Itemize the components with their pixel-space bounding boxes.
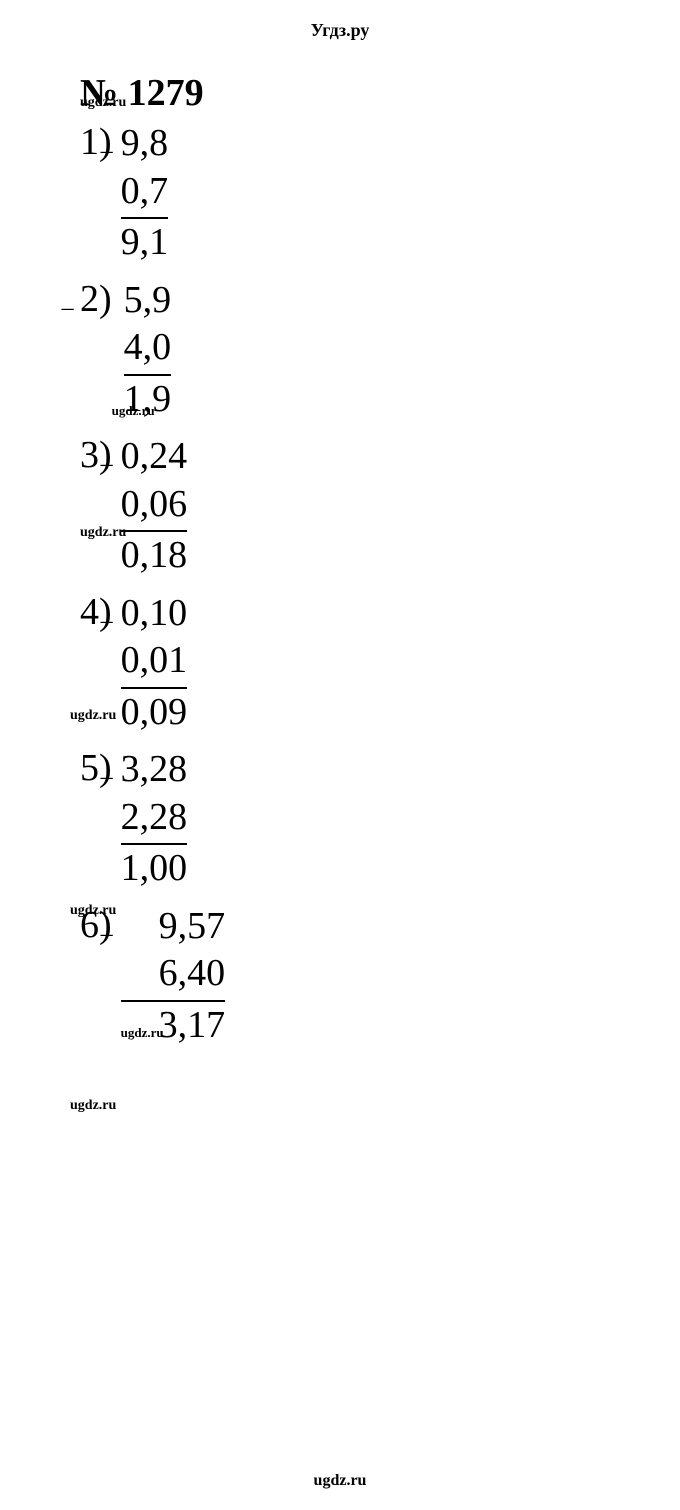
- subtrahend-3: 0,06: [121, 481, 188, 529]
- result-2: 1,9: [124, 376, 172, 424]
- subtrahend-1: 0,7: [121, 168, 169, 216]
- result-6: ugdz.ru3,17: [121, 1002, 225, 1050]
- problem-number: № 1279: [80, 71, 620, 115]
- minuend-5: 3,28: [121, 746, 188, 794]
- subtrahend-5: 2,28: [121, 794, 188, 842]
- subtraction-5: – 3,28 2,28 1,00: [121, 746, 188, 893]
- result-1: 9,1: [121, 219, 169, 267]
- minus-sign-5: –: [101, 764, 113, 791]
- watermark-7: ugdz.ru: [121, 1025, 164, 1040]
- subtraction-1: – 9,8 0,7 9,1: [121, 120, 169, 267]
- subtrahend-2: 4,0: [124, 324, 172, 372]
- subtraction-3: – 0,24 0,06 0,18: [121, 433, 188, 580]
- subtrahend-4: 0,01: [121, 637, 188, 685]
- sub-problem-6: 6) – 9,57 6,40 ugdz.ru3,17: [80, 903, 620, 1050]
- watermark-1: ugdz.ru: [80, 95, 126, 111]
- minuend-3: 0,24: [121, 433, 188, 481]
- minus-sign-6: –: [101, 921, 113, 948]
- subtrahend-6: 6,40: [121, 950, 225, 998]
- minuend-2: 5,9: [124, 277, 172, 325]
- page-header: Угдз.ру: [60, 20, 620, 41]
- subtraction-6: – 9,57 6,40 ugdz.ru3,17: [121, 903, 225, 1050]
- sub-problem-3: 3) – 0,24 0,06 0,18: [80, 433, 620, 580]
- result-3: 0,18: [121, 532, 188, 580]
- subtraction-4: – 0,10 0,01 0,09: [121, 590, 188, 737]
- sub-problem-1: 1) – 9,8 0,7 9,1: [80, 120, 620, 267]
- minus-sign-1: –: [101, 138, 113, 165]
- subtraction-2: – 5,9 4,0 1,9: [124, 277, 172, 424]
- minus-sign-4: –: [101, 608, 113, 635]
- minuend-4: 0,10: [121, 590, 188, 638]
- minuend-1: 9,8: [121, 120, 169, 168]
- sub-problem-5: 5) – 3,28 2,28 1,00: [80, 746, 620, 893]
- result-4: 0,09: [121, 689, 188, 737]
- sub-problem-4: 4) – 0,10 0,01 0,09: [80, 590, 620, 737]
- minus-sign-2: –: [62, 295, 74, 322]
- footer-watermark: ugdz.ru: [314, 1472, 367, 1490]
- watermark-6: ugdz.ru: [70, 1098, 116, 1114]
- minuend-6: 9,57: [121, 903, 225, 951]
- minus-sign-3: –: [101, 451, 113, 478]
- sub-problem-2: 2)ugdz.ru – 5,9 4,0 1,9: [80, 277, 620, 424]
- result-5: 1,00: [121, 845, 188, 893]
- sub-label-2: 2): [80, 277, 112, 321]
